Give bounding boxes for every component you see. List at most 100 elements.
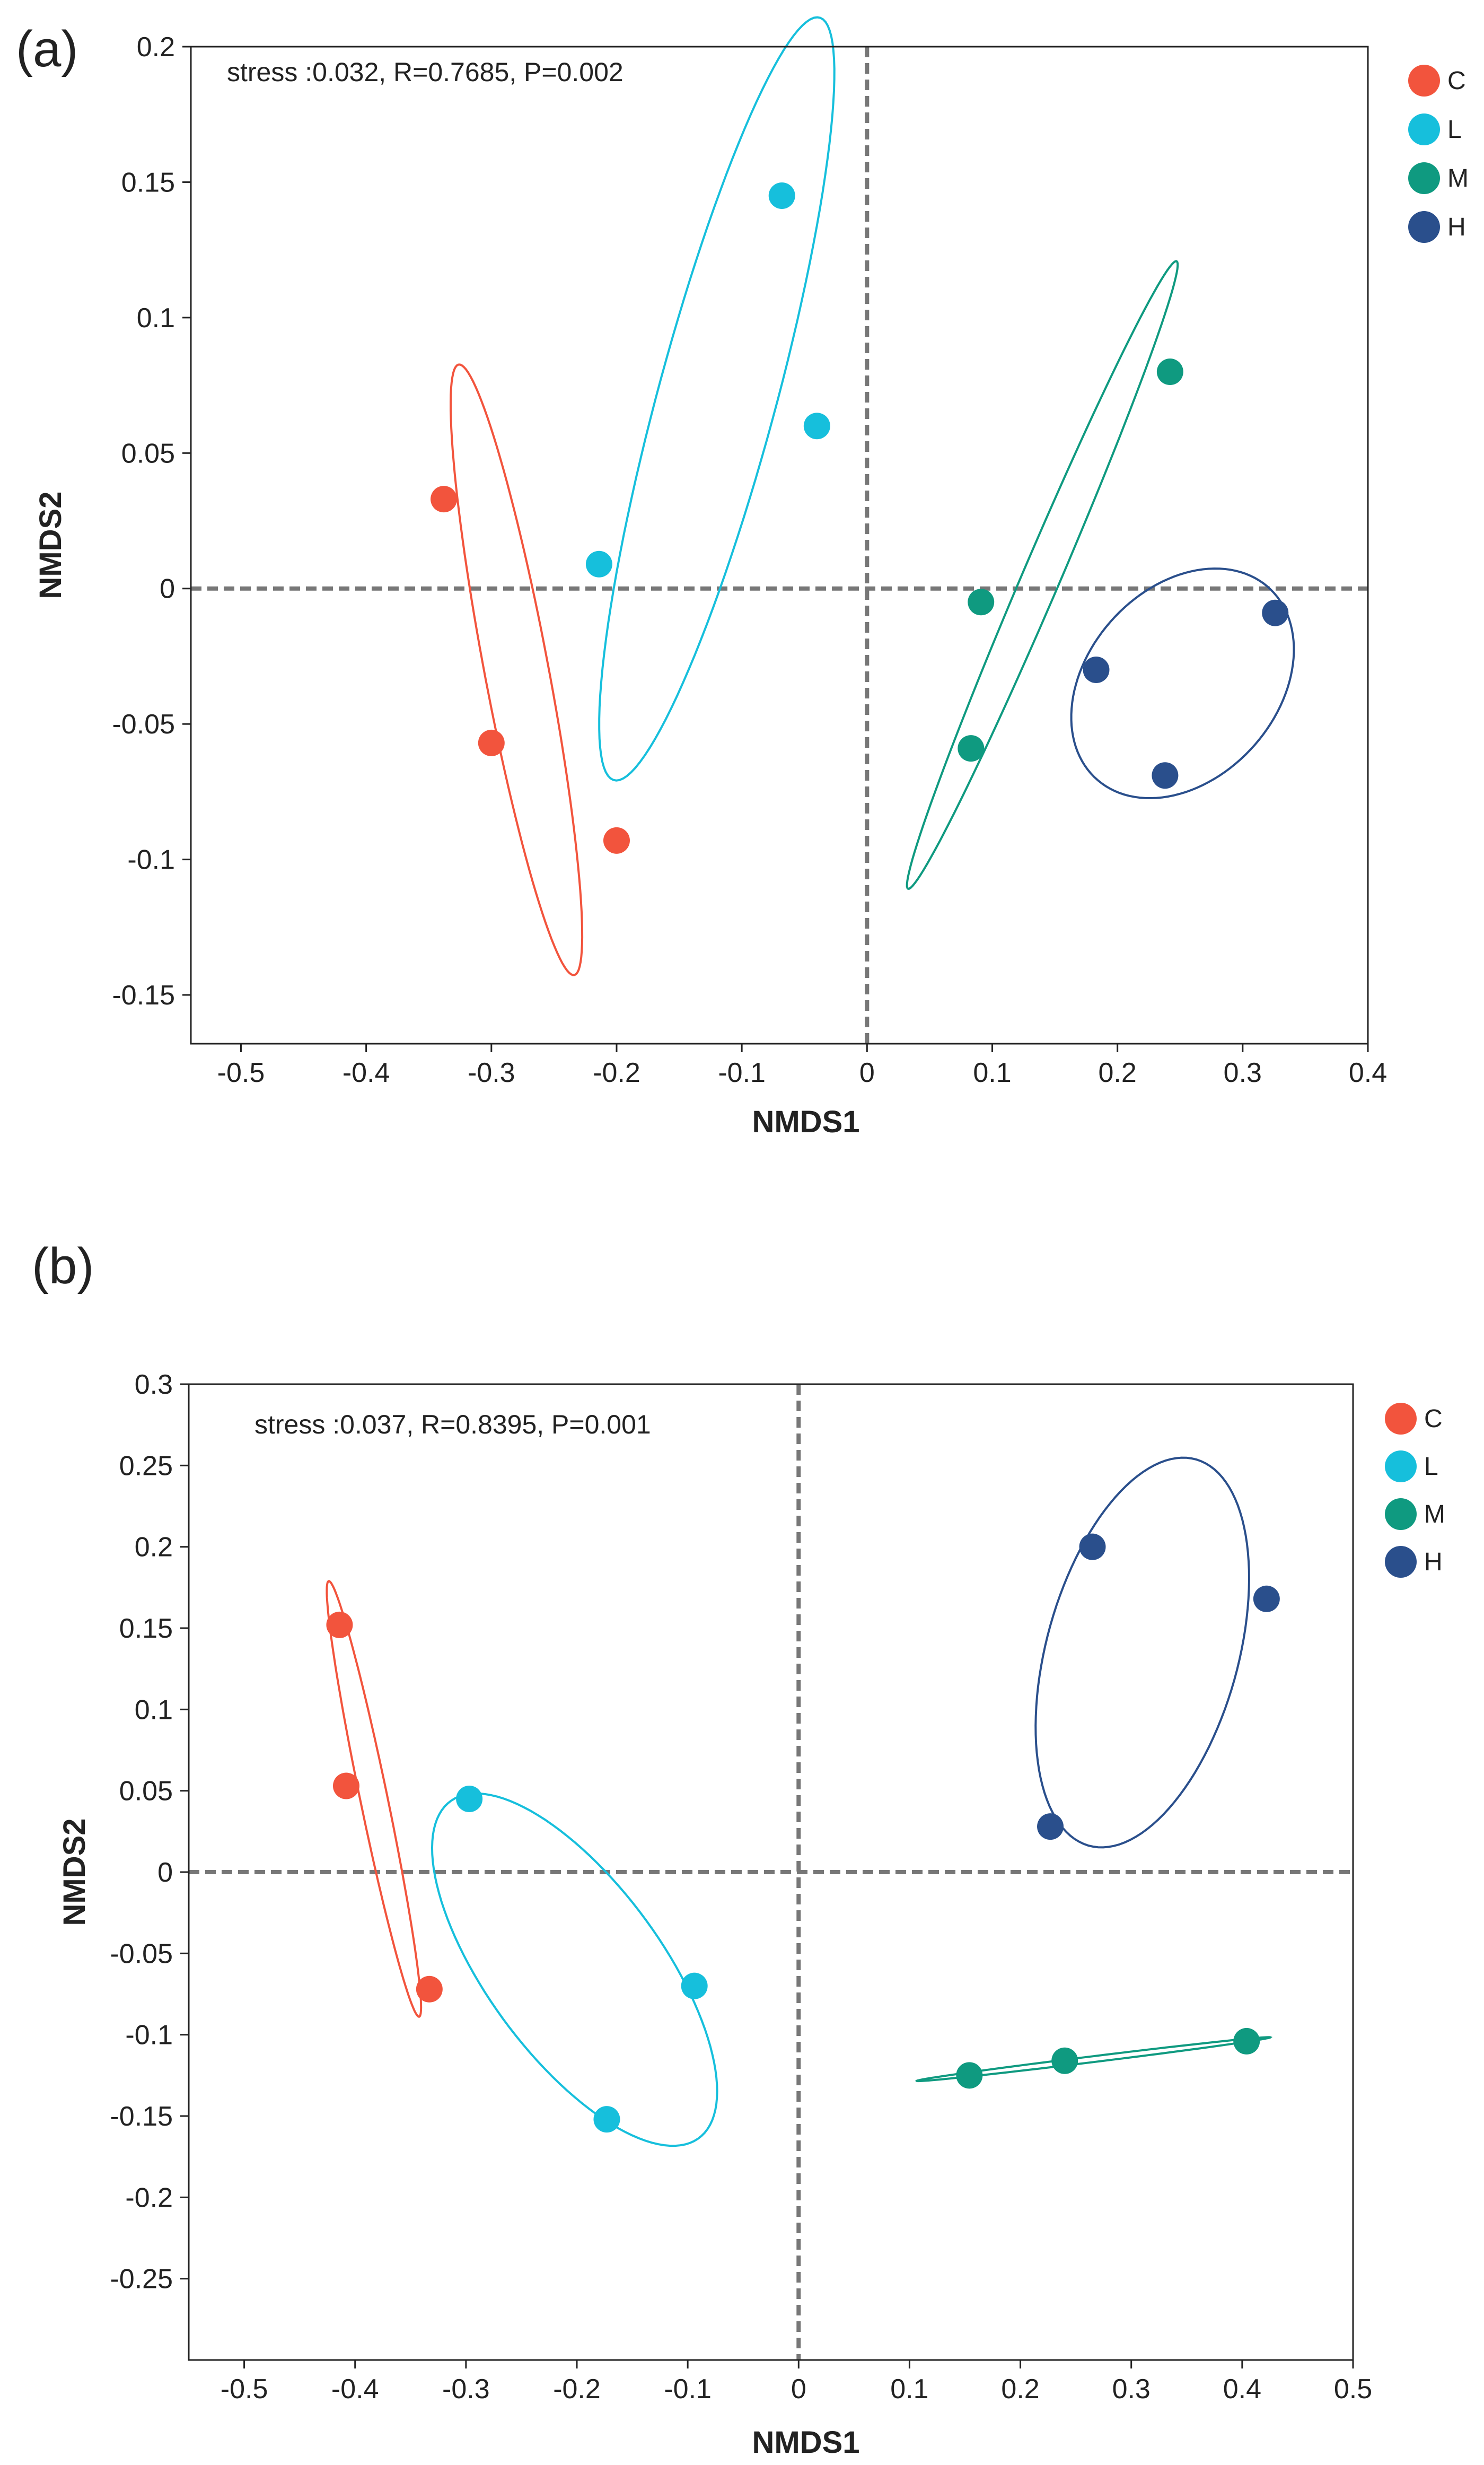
point-b-h-1	[1079, 1533, 1106, 1560]
point-b-l-1	[456, 1786, 483, 1812]
point-b-c-3	[416, 1976, 443, 2003]
legend-label-a-l: L	[1447, 116, 1462, 144]
confidence-ellipse-b-l	[431, 1792, 718, 2147]
legend-label-b-m: M	[1424, 1500, 1445, 1528]
x-tick-label-b-7: 0.2	[1001, 2374, 1039, 2405]
legend-label-a-m: M	[1447, 164, 1469, 193]
legend-marker-b-h	[1385, 1546, 1417, 1578]
point-a-l-3	[585, 550, 612, 578]
x-tick-label-b-2: -0.3	[442, 2374, 490, 2405]
y-tick-label-a-2: 0.1	[137, 303, 175, 334]
y-tick-label-a-4: 0	[160, 574, 175, 605]
point-a-c-2	[478, 729, 505, 756]
point-b-l-2	[681, 1972, 708, 1999]
legend-label-b-h: H	[1424, 1548, 1443, 1576]
panel-label-b: (b)	[32, 1238, 94, 1295]
point-a-l-1	[768, 182, 795, 209]
x-tick-label-b-1: -0.4	[331, 2374, 379, 2405]
point-b-l-3	[593, 2106, 620, 2133]
x-tick-label-b-9: 0.4	[1223, 2374, 1261, 2405]
legend-marker-b-m	[1385, 1498, 1417, 1530]
point-a-h-3	[1152, 762, 1179, 789]
point-b-m-1	[956, 2062, 983, 2089]
plot-frame-b	[188, 1383, 1354, 2361]
annotation-b: stress :0.037, R=0.8395, P=0.001	[254, 1410, 651, 1439]
x-tick-label-a-7: 0.2	[1099, 1057, 1137, 1088]
y-tick-label-a-6: -0.1	[127, 845, 175, 876]
confidence-ellipse-a-l	[598, 16, 836, 782]
y-tick-label-a-5: -0.05	[112, 709, 175, 740]
panel-b: (b) -0.5 -0.4 -0.3 -0.2 -0.1 0 0.1 0.2 0.3 0.4 0.5…	[32, 1238, 1445, 2460]
y-tick-label-b-6: 0	[157, 1857, 173, 1888]
annotation-a: stress :0.032, R=0.7685, P=0.002	[227, 57, 624, 87]
point-a-c-1	[431, 486, 458, 513]
x-tick-label-a-8: 0.3	[1224, 1057, 1262, 1088]
y-tick-label-b-5: 0.05	[119, 1776, 173, 1807]
point-a-l-2	[803, 413, 830, 440]
legend-marker-b-c	[1385, 1403, 1417, 1435]
legend-a: C L M H	[1408, 65, 1469, 243]
y-tick-label-a-0: 0.2	[137, 32, 175, 63]
point-b-h-2	[1253, 1585, 1280, 1612]
legend-marker-b-l	[1385, 1450, 1417, 1482]
point-b-m-2	[1051, 2047, 1078, 2074]
y-tick-label-b-2: 0.2	[135, 1532, 173, 1563]
point-a-c-3	[603, 827, 630, 854]
legend-label-a-h: H	[1447, 213, 1466, 241]
point-b-m-3	[1233, 2027, 1260, 2055]
x-tick-label-b-3: -0.2	[553, 2374, 601, 2405]
y-tick-label-a-1: 0.15	[121, 167, 175, 198]
x-tick-label-b-4: -0.1	[664, 2374, 712, 2405]
x-tick-label-b-8: 0.3	[1112, 2374, 1151, 2405]
confidence-ellipse-b-c	[326, 1580, 423, 2018]
plot-frame-a	[190, 46, 1369, 1045]
panel-label-a: (a)	[16, 21, 78, 77]
legend-marker-a-h	[1408, 211, 1440, 243]
x-tick-label-a-3: -0.2	[593, 1057, 640, 1088]
point-b-h-3	[1037, 1813, 1064, 1840]
point-a-m-3	[958, 735, 985, 762]
confidence-ellipse-a-h	[1070, 567, 1295, 800]
point-a-m-2	[968, 589, 995, 616]
x-tick-label-a-0: -0.5	[217, 1057, 265, 1088]
confidence-ellipse-a-m	[906, 260, 1179, 890]
x-tick-label-a-9: 0.4	[1349, 1057, 1387, 1088]
legend-marker-a-c	[1408, 65, 1440, 97]
legend-label-a-c: C	[1447, 67, 1466, 95]
y-tick-label-b-7: -0.05	[110, 1938, 173, 1969]
y-tick-label-b-9: -0.15	[110, 2101, 173, 2132]
x-tick-label-b-0: -0.5	[221, 2374, 268, 2405]
legend-label-b-c: C	[1424, 1405, 1443, 1433]
x-tick-label-b-6: 0.1	[890, 2374, 928, 2405]
point-a-h-2	[1083, 657, 1110, 683]
x-tick-label-a-2: -0.3	[468, 1057, 515, 1088]
y-tick-label-b-4: 0.1	[135, 1694, 173, 1725]
legend-marker-a-l	[1408, 113, 1440, 145]
legend-label-b-l: L	[1424, 1453, 1438, 1481]
y-tick-label-b-1: 0.25	[119, 1450, 173, 1481]
point-b-c-2	[332, 1772, 359, 1799]
point-a-h-1	[1262, 599, 1289, 626]
y-axis-title-a: NMDS2	[33, 491, 68, 599]
confidence-ellipse-b-h	[1034, 1456, 1251, 1849]
y-tick-label-b-0: 0.3	[135, 1369, 173, 1400]
panel-a: (a) -0.5 -0.4 -0.3 -0.2 -0.1 0 0.1 0.2 0.3 0.4 0.2…	[16, 16, 1469, 1139]
y-tick-label-a-7: -0.15	[112, 980, 175, 1011]
x-tick-label-a-1: -0.4	[343, 1057, 390, 1088]
legend-b: C L M H	[1385, 1403, 1445, 1578]
x-tick-label-a-5: 0	[859, 1057, 875, 1088]
x-tick-label-b-10: 0.5	[1334, 2374, 1372, 2405]
y-tick-label-b-3: 0.15	[119, 1613, 173, 1644]
x-tick-label-a-6: 0.1	[973, 1057, 1011, 1088]
confidence-ellipse-b-m	[915, 2036, 1273, 2083]
y-tick-label-b-8: -0.1	[125, 2020, 173, 2051]
x-tick-label-b-5: 0	[791, 2374, 806, 2405]
x-axis-title-a: NMDS1	[752, 1105, 859, 1139]
x-axis-title-b: NMDS1	[752, 2425, 859, 2460]
y-axis-title-b: NMDS2	[57, 1818, 92, 1926]
point-b-c-1	[326, 1611, 353, 1638]
point-a-m-1	[1156, 359, 1183, 386]
y-tick-label-b-10: -0.2	[125, 2182, 173, 2213]
legend-marker-a-m	[1408, 162, 1440, 194]
